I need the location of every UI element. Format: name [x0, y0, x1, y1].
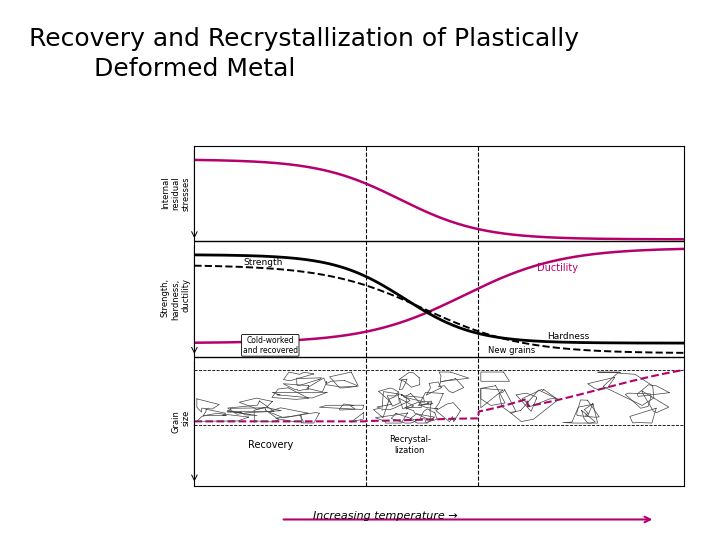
Text: Strength: Strength [243, 258, 283, 267]
Text: Recovery: Recovery [248, 440, 293, 450]
Text: Deformed Metal: Deformed Metal [94, 57, 295, 80]
Text: Increasing temperature →: Increasing temperature → [313, 511, 457, 521]
Text: Cold-worked
and recovered: Cold-worked and recovered [243, 336, 298, 355]
Text: Ductility: Ductility [537, 264, 578, 273]
Text: Recovery and Recrystallization of Plastically: Recovery and Recrystallization of Plasti… [29, 27, 579, 51]
Text: Strength,
hardness,
ductility: Strength, hardness, ductility [161, 278, 191, 320]
Text: Recrystal-
lization: Recrystal- lization [389, 435, 431, 455]
Text: Hardness: Hardness [547, 332, 589, 341]
Text: Internal
residual
stresses: Internal residual stresses [161, 176, 191, 211]
Text: New grains: New grains [488, 346, 536, 355]
Text: Grain
size: Grain size [171, 410, 191, 433]
